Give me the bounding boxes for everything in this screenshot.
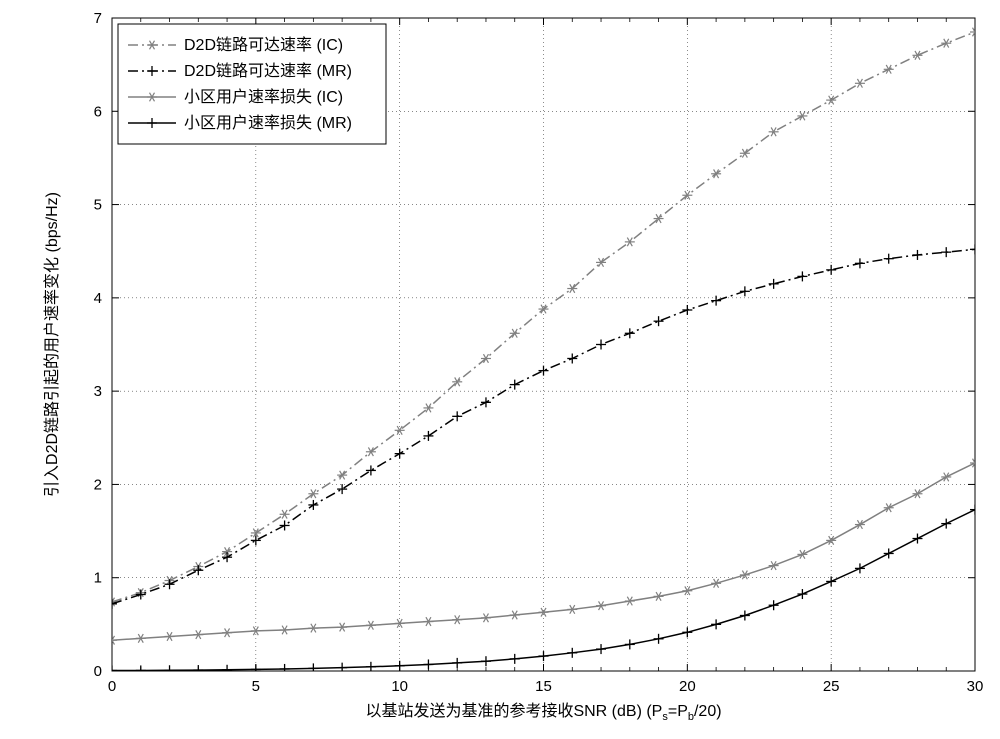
- y-tick-label: 6: [94, 103, 102, 120]
- x-tick-label: 15: [535, 678, 552, 695]
- y-tick-label: 3: [94, 383, 102, 400]
- y-tick-label: 5: [94, 197, 102, 214]
- legend-label: D2D链路可达速率 (MR): [184, 62, 352, 80]
- y-tick-label: 2: [94, 476, 102, 493]
- x-tick-label: 5: [252, 678, 260, 695]
- y-tick-label: 4: [94, 290, 102, 307]
- x-tick-label: 20: [679, 678, 696, 695]
- legend-label: 小区用户速率损失 (IC): [184, 88, 343, 106]
- chart-container: 0 5 10 15 20 25 30 0 1 2 3 4 5 6 7 以基站发送为基准的参考接收SNR (dB…: [0, 0, 1000, 739]
- legend-label: 小区用户速率损失 (MR): [184, 114, 352, 132]
- x-axis-label: 以基站发送为基准的参考接收SNR (dB) (Ps=Pb/20): [365, 702, 721, 723]
- legend-label: D2D链路可达速率 (IC): [184, 36, 343, 54]
- legend: D2D链路可达速率 (IC) D2D链路可达速率 (MR) 小区用户速率损失 (IC…: [118, 24, 386, 144]
- x-tick-label: 30: [967, 678, 984, 695]
- y-tick-label: 7: [94, 10, 102, 27]
- x-tick-label: 0: [108, 678, 116, 695]
- y-axis-label: 引入D2D链路引起的用户速率变化 (bps/Hz): [43, 192, 61, 497]
- x-tick-label: 10: [391, 678, 408, 695]
- y-tick-label: 0: [94, 663, 102, 680]
- x-tick-label: 25: [823, 678, 840, 695]
- y-tick-label: 1: [94, 570, 102, 587]
